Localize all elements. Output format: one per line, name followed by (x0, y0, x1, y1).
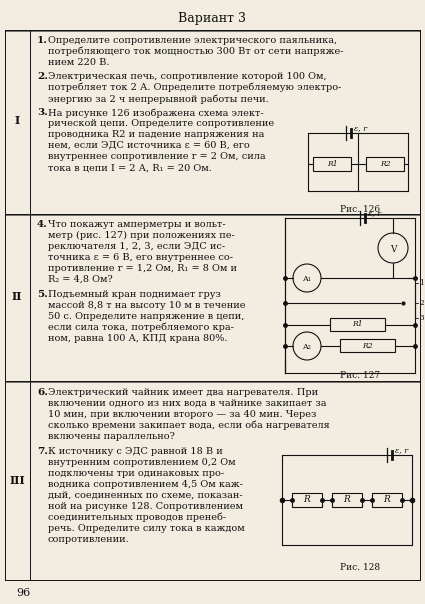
Text: Вариант 3: Вариант 3 (178, 12, 246, 25)
Text: R: R (344, 495, 350, 504)
Text: Электрический чайник имеет два нагревателя. При: Электрический чайник имеет два нагревате… (48, 388, 318, 397)
Text: Что покажут амперметры и вольт-: Что покажут амперметры и вольт- (48, 220, 226, 229)
Text: включении одного из них вода в чайнике закипает за: включении одного из них вода в чайнике з… (48, 399, 326, 408)
Text: внутренним сопротивлением 0,2 Ом: внутренним сопротивлением 0,2 Ом (48, 458, 235, 467)
Text: Определите сопротивление электрического паяльника,: Определите сопротивление электрического … (48, 36, 337, 45)
Text: Рис. 127: Рис. 127 (340, 371, 380, 380)
Text: A₂: A₂ (303, 343, 312, 351)
Text: речь. Определите силу тока в каждом: речь. Определите силу тока в каждом (48, 524, 245, 533)
Bar (292, 493, 322, 507)
Text: ной на рисунке 128. Сопротивлением: ной на рисунке 128. Сопротивлением (48, 502, 243, 511)
Text: 4.: 4. (37, 220, 48, 229)
Text: энергию за 2 ч непрерывной работы печи.: энергию за 2 ч непрерывной работы печи. (48, 94, 269, 103)
Text: рической цепи. Определите сопротивление: рической цепи. Определите сопротивление (48, 119, 274, 128)
Text: ном, равна 100 А, КПД крана 80%.: ном, равна 100 А, КПД крана 80%. (48, 334, 227, 343)
Text: тока в цепи I = 2 А, R₁ = 20 Ом.: тока в цепи I = 2 А, R₁ = 20 Ом. (48, 163, 212, 172)
Text: Подъемный кран поднимает груз: Подъемный кран поднимает груз (48, 290, 221, 299)
Text: 50 с. Определите напряжение в цепи,: 50 с. Определите напряжение в цепи, (48, 312, 244, 321)
Text: R1: R1 (352, 321, 363, 329)
Text: III: III (9, 475, 25, 486)
Text: ε, r: ε, r (354, 124, 367, 132)
Bar (332, 493, 362, 507)
Text: подключены три одинаковых про-: подключены три одинаковых про- (48, 469, 224, 478)
Text: R₂ = 4,8 Ом?: R₂ = 4,8 Ом? (48, 275, 113, 284)
Text: R2: R2 (362, 341, 373, 350)
Bar (366, 157, 404, 171)
Text: 2.: 2. (37, 72, 48, 81)
Text: 6.: 6. (37, 388, 48, 397)
Text: 7.: 7. (37, 447, 48, 456)
Text: 1.: 1. (37, 36, 48, 45)
Text: сколько времени закипает вода, если оба нагревателя: сколько времени закипает вода, если оба … (48, 421, 330, 431)
Bar (330, 318, 385, 331)
Bar (340, 339, 395, 352)
Text: 1: 1 (419, 279, 424, 287)
Text: Электрическая печь, сопротивление которой 100 Ом,: Электрическая печь, сопротивление которо… (48, 72, 327, 81)
Text: Рис. 128: Рис. 128 (340, 563, 380, 572)
Text: нем, если ЭДС источника ε = 60 В, его: нем, если ЭДС источника ε = 60 В, его (48, 141, 250, 150)
Text: 3: 3 (419, 314, 423, 322)
Text: Рис. 126: Рис. 126 (340, 205, 380, 214)
Text: водника сопротивлением 4,5 Ом каж-: водника сопротивлением 4,5 Ом каж- (48, 480, 243, 489)
Text: ε, r: ε, r (368, 209, 381, 217)
Text: внутреннее сопротивление r = 2 Ом, сила: внутреннее сопротивление r = 2 Ом, сила (48, 152, 266, 161)
Text: потребляющего ток мощностью 300 Вт от сети напряже-: потребляющего ток мощностью 300 Вт от се… (48, 47, 343, 57)
Text: включены параллельно?: включены параллельно? (48, 432, 175, 441)
Text: На рисунке 126 изображена схема элект-: На рисунке 126 изображена схема элект- (48, 108, 264, 118)
Text: сопротивлении.: сопротивлении. (48, 535, 130, 544)
Text: V: V (390, 245, 396, 254)
Text: A₁: A₁ (303, 275, 312, 283)
Text: реключателя 1, 2, 3, если ЭДС ис-: реключателя 1, 2, 3, если ЭДС ис- (48, 242, 225, 251)
Text: нием 220 В.: нием 220 В. (48, 58, 110, 67)
Text: метр (рис. 127) при положениях пе-: метр (рис. 127) при положениях пе- (48, 231, 235, 240)
Text: 96: 96 (16, 588, 30, 598)
Text: 10 мин, при включении второго — за 40 мин. Через: 10 мин, при включении второго — за 40 ми… (48, 410, 316, 419)
Text: дый, соединенных по схеме, показан-: дый, соединенных по схеме, показан- (48, 491, 243, 500)
Text: R: R (384, 495, 391, 504)
Text: R: R (303, 495, 310, 504)
Text: К источнику с ЭДС равной 18 В и: К источнику с ЭДС равной 18 В и (48, 447, 223, 456)
Text: I: I (14, 115, 20, 126)
Text: ε, r: ε, r (395, 446, 408, 454)
Text: II: II (12, 292, 22, 303)
Bar (372, 493, 402, 507)
Text: 5.: 5. (37, 290, 48, 299)
Text: R2: R2 (380, 160, 390, 168)
Text: соединительных проводов пренеб-: соединительных проводов пренеб- (48, 513, 226, 522)
Text: потребляет ток 2 А. Определите потребляемую электро-: потребляет ток 2 А. Определите потребляе… (48, 83, 341, 92)
Text: проводника R2 и падение напряжения на: проводника R2 и падение напряжения на (48, 130, 264, 139)
Text: противление r = 1,2 Ом, R₁ = 8 Ом и: противление r = 1,2 Ом, R₁ = 8 Ом и (48, 264, 237, 273)
Text: точника ε = 6 В, его внутреннее со-: точника ε = 6 В, его внутреннее со- (48, 253, 233, 262)
Bar (313, 157, 351, 171)
Text: R1: R1 (327, 160, 337, 168)
Text: массой 8,8 т на высоту 10 м в течение: массой 8,8 т на высоту 10 м в течение (48, 301, 246, 310)
Text: 2: 2 (419, 299, 424, 307)
Text: если сила тока, потребляемого кра-: если сила тока, потребляемого кра- (48, 323, 234, 332)
Text: 3.: 3. (37, 108, 48, 117)
